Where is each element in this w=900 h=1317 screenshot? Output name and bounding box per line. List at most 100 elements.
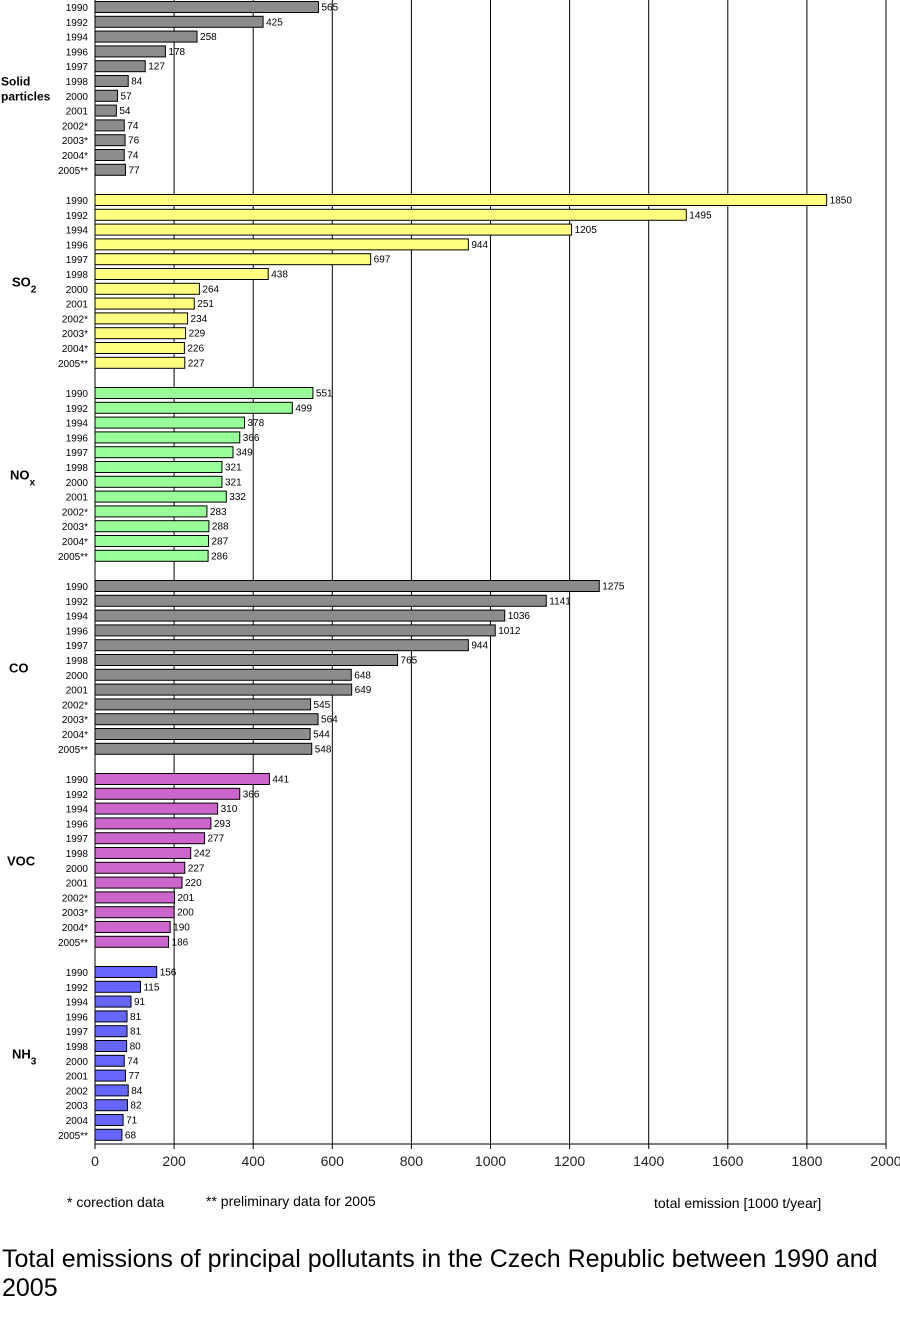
- bar: [94, 609, 506, 622]
- value-label: 81: [130, 1012, 142, 1023]
- bar: [94, 45, 166, 58]
- year-label: 2001: [66, 1072, 89, 1083]
- value-label: 68: [125, 1130, 137, 1141]
- value-label: 321: [225, 477, 242, 488]
- bar: [94, 773, 270, 785]
- value-label: 366: [243, 433, 260, 444]
- year-label: 2001: [66, 879, 89, 890]
- group-label: CO: [9, 660, 29, 675]
- year-label: 2000: [66, 1057, 89, 1068]
- year-label: 2002*: [62, 893, 88, 904]
- bar: [94, 995, 132, 1008]
- group-label: NOx: [10, 467, 36, 488]
- value-label: 564: [321, 715, 338, 726]
- value-label: 551: [316, 389, 333, 400]
- bar: [94, 312, 189, 325]
- year-label: 1996: [66, 433, 89, 444]
- preliminary-note: ** preliminary data for 2005: [206, 1193, 376, 1209]
- bar: [94, 104, 117, 117]
- value-label: 499: [295, 403, 312, 414]
- value-label: 77: [128, 165, 140, 176]
- year-label: 2001: [66, 107, 89, 118]
- bar: [94, 698, 312, 711]
- year-label: 1990: [66, 775, 89, 786]
- value-label: 438: [271, 270, 288, 281]
- year-label: 2000: [66, 92, 89, 103]
- year-label: 1997: [66, 255, 89, 266]
- bar: [94, 1025, 128, 1038]
- year-label: 1994: [66, 419, 89, 430]
- bar: [94, 342, 185, 354]
- bar: [94, 1128, 123, 1141]
- value-label: 251: [197, 299, 214, 310]
- value-label: 283: [210, 507, 227, 518]
- bar: [94, 89, 119, 102]
- value-label: 74: [127, 1056, 139, 1067]
- bar: [94, 594, 547, 607]
- bar: [94, 223, 573, 236]
- year-label: 2005**: [58, 745, 88, 756]
- bar: [94, 549, 209, 562]
- value-label: 332: [229, 492, 246, 503]
- bar: [94, 431, 241, 444]
- value-label: 81: [130, 1027, 142, 1038]
- year-label: 2004*: [62, 923, 88, 934]
- value-label: 190: [173, 923, 190, 934]
- year-label: 2001: [66, 686, 89, 697]
- year-label: 1996: [66, 47, 89, 58]
- bar: [94, 387, 314, 399]
- year-label: 1998: [66, 270, 89, 281]
- bar: [94, 163, 126, 176]
- year-label: 2002*: [62, 700, 88, 711]
- bar: [94, 520, 210, 533]
- x-tick-label: 800: [400, 1153, 424, 1169]
- bar: [94, 624, 496, 637]
- bar: [94, 15, 264, 28]
- bar: [94, 119, 125, 132]
- value-label: 76: [128, 136, 140, 147]
- value-label: 565: [321, 3, 338, 14]
- value-label: 74: [127, 151, 139, 162]
- value-label: 697: [374, 255, 391, 266]
- bar: [94, 490, 227, 503]
- year-label: 2003*: [62, 715, 88, 726]
- year-label: 2000: [66, 478, 89, 489]
- value-label: 54: [119, 106, 131, 117]
- bar: [94, 1040, 128, 1052]
- year-label: 1994: [66, 226, 89, 237]
- value-label: 441: [272, 775, 289, 786]
- value-label: 258: [200, 32, 217, 43]
- emissions-chart: 0 200 400 600 800 1000 1200 1400 1600 1800 2000 199…: [1, 0, 900, 1169]
- year-label: 2000: [66, 671, 89, 682]
- year-label: 1994: [66, 33, 89, 44]
- value-label: 84: [131, 77, 143, 88]
- bar: [94, 505, 208, 518]
- group-label: Solid: [1, 74, 30, 88]
- value-label: 1205: [575, 225, 598, 236]
- value-label: 544: [313, 730, 330, 741]
- year-label: 2002*: [62, 314, 88, 325]
- year-label: 2003: [66, 1101, 89, 1112]
- value-label: 293: [214, 819, 231, 830]
- year-label: 1997: [66, 834, 89, 845]
- year-label: 2005**: [58, 166, 88, 177]
- bar: [94, 1114, 124, 1126]
- year-label: 1990: [66, 968, 89, 979]
- year-label: 1992: [66, 983, 89, 994]
- value-label: 1036: [508, 611, 531, 622]
- value-label: 80: [130, 1042, 142, 1053]
- bar: [94, 802, 219, 815]
- value-label: 77: [128, 1071, 140, 1082]
- year-label: 1997: [66, 62, 89, 73]
- bar: [94, 876, 183, 889]
- bar: [94, 787, 241, 800]
- value-label: 378: [247, 418, 264, 429]
- value-label: 1012: [498, 626, 521, 637]
- bar: [94, 1, 319, 13]
- year-label: 1996: [66, 1012, 89, 1023]
- bar: [94, 75, 129, 87]
- bar: [94, 906, 175, 919]
- bar: [94, 461, 223, 473]
- x-tick-label: 200: [162, 1153, 186, 1169]
- bar: [94, 832, 206, 845]
